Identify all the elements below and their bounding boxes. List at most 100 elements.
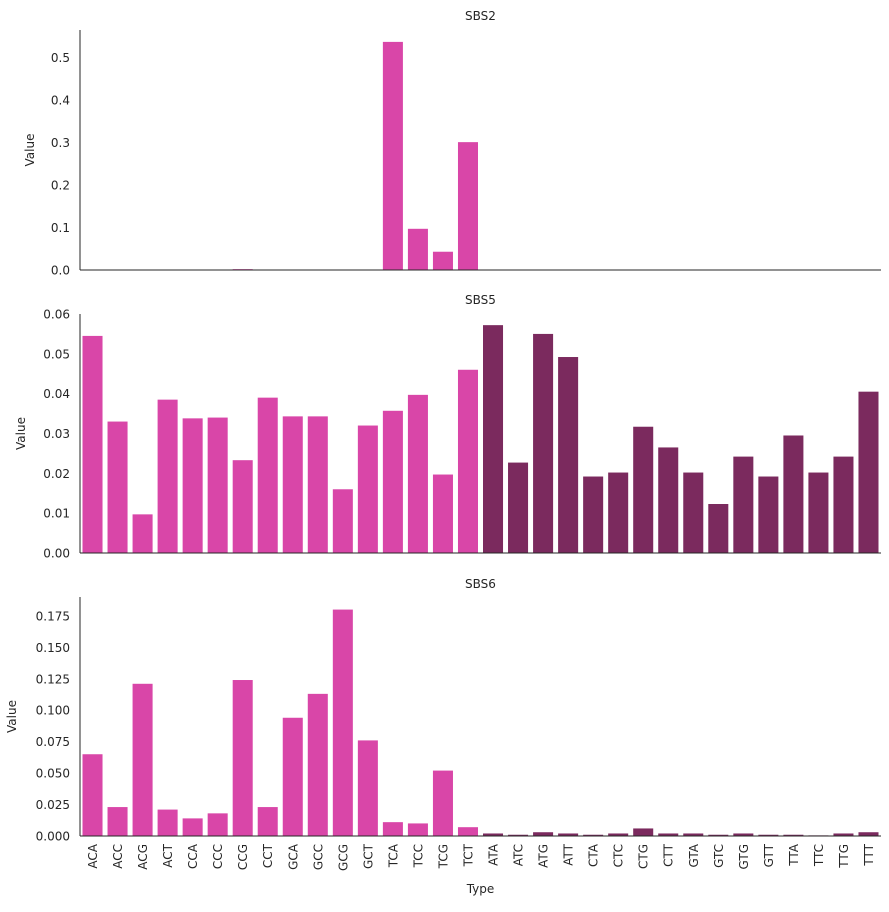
x-tick-label-ttg: TTG [837, 844, 851, 869]
bar-acc [108, 422, 128, 553]
x-tick-label-cca: CCA [186, 843, 200, 869]
bar-act [158, 810, 178, 836]
bar-ttg [833, 457, 853, 553]
x-tick-label-tcg: TCG [436, 844, 450, 869]
y-tick-label: 0.075 [36, 735, 70, 749]
bar-tct [458, 142, 478, 270]
x-tick-label-gtg: GTG [737, 844, 751, 870]
y-tick-label: 0.04 [43, 387, 70, 401]
bar-tca [383, 42, 403, 270]
x-tick-label-gcc: GCC [311, 844, 325, 870]
bar-ttt [858, 392, 878, 553]
y-tick-label: 0.5 [51, 51, 70, 65]
bar-cct [258, 398, 278, 553]
bar-tct [458, 370, 478, 553]
bar-acg [133, 684, 153, 836]
x-tick-label-ttt: TTT [862, 843, 876, 866]
bar-ccc [208, 813, 228, 836]
bar-cca [183, 818, 203, 836]
bar-cta [583, 477, 603, 553]
bar-gta [683, 473, 703, 553]
bar-gcg [333, 489, 353, 553]
bar-gcc [308, 416, 328, 553]
bar-cct [258, 807, 278, 836]
x-tick-label-ccg: CCG [236, 844, 250, 870]
bar-ttt [858, 832, 878, 836]
x-tick-label-act: ACT [161, 843, 175, 867]
panel-title: SBS6 [465, 577, 496, 591]
x-axis-label: Type [466, 882, 495, 896]
x-tick-label-tca: TCA [386, 843, 400, 868]
bar-gcc [308, 694, 328, 836]
bar-tct [458, 827, 478, 836]
bar-gcg [333, 610, 353, 836]
bar-aca [83, 336, 103, 553]
panel-title: SBS5 [465, 293, 496, 307]
y-tick-label: 0.050 [36, 767, 70, 781]
bar-atc [508, 463, 528, 553]
y-tick-label: 0.06 [43, 308, 70, 322]
bar-ttc [808, 473, 828, 553]
bar-tcg [433, 252, 453, 270]
y-tick-label: 0.125 [36, 672, 70, 686]
x-tick-label-cct: CCT [261, 843, 275, 868]
y-axis-label: Value [14, 417, 28, 450]
bar-aca [83, 754, 103, 836]
y-axis-label: Value [5, 700, 19, 733]
x-tick-label-atc: ATC [512, 844, 526, 866]
bar-ccg [233, 680, 253, 836]
bar-gca [283, 416, 303, 553]
bar-ccc [208, 418, 228, 553]
y-tick-label: 0.4 [51, 94, 70, 108]
y-tick-label: 0.1 [51, 221, 70, 235]
bar-gtt [758, 477, 778, 553]
bar-gtc [708, 504, 728, 553]
x-tick-label-gtc: GTC [712, 844, 726, 868]
x-tick-label-atg: ATG [537, 844, 551, 868]
bar-tca [383, 822, 403, 836]
bar-ctt [658, 447, 678, 553]
bar-atg [533, 832, 553, 836]
y-tick-label: 0.150 [36, 641, 70, 655]
x-tick-label-ata: ATA [487, 843, 501, 866]
bar-ata [483, 325, 503, 553]
y-tick-label: 0.100 [36, 704, 70, 718]
y-axis-label: Value [23, 134, 37, 167]
y-tick-label: 0.01 [43, 507, 70, 521]
x-tick-label-ctc: CTC [612, 844, 626, 867]
bar-tcc [408, 823, 428, 836]
x-tick-label-tta: TTA [787, 843, 801, 867]
bar-ctg [633, 828, 653, 836]
x-tick-label-ccc: CCC [211, 844, 225, 869]
y-tick-label: 0.3 [51, 136, 70, 150]
x-tick-label-gct: GCT [361, 843, 375, 869]
x-tick-label-gca: GCA [286, 843, 300, 870]
bar-tcc [408, 229, 428, 270]
bar-gct [358, 740, 378, 836]
y-tick-label: 0.02 [43, 467, 70, 481]
bar-tca [383, 411, 403, 553]
x-tick-label-att: ATT [562, 843, 576, 865]
bar-cca [183, 418, 203, 553]
y-tick-label: 0.05 [43, 347, 70, 361]
x-tick-label-gcg: GCG [336, 844, 350, 871]
y-tick-label: 0.175 [36, 609, 70, 623]
x-tick-label-ctt: CTT [662, 843, 676, 866]
bar-gca [283, 718, 303, 836]
y-tick-label: 0.000 [36, 830, 70, 844]
panel-title: SBS2 [465, 9, 496, 23]
y-tick-label: 0.2 [51, 179, 70, 193]
y-tick-label: 0.0 [51, 264, 70, 278]
x-tick-label-tct: TCT [461, 843, 475, 867]
bar-ctg [633, 427, 653, 553]
x-tick-label-ctg: CTG [637, 844, 651, 869]
x-tick-label-acg: ACG [136, 844, 150, 870]
bar-tcg [433, 771, 453, 836]
bar-tta [783, 435, 803, 553]
y-tick-label: 0.00 [43, 547, 70, 561]
bar-acg [133, 514, 153, 553]
x-tick-label-tcc: TCC [411, 844, 425, 868]
bar-ccg [233, 460, 253, 553]
